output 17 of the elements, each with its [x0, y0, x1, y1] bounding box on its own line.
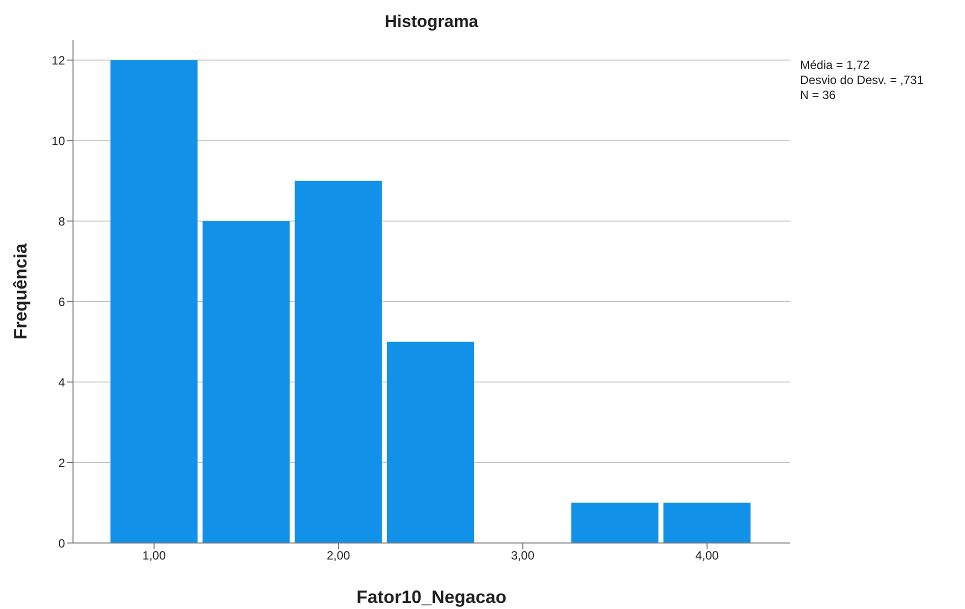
- x-axis-title: Fator10_Negacao: [356, 587, 507, 607]
- text: Média = 1,72: [800, 58, 871, 73]
- y-tick-label: 4: [58, 375, 66, 390]
- y-tick-label: 8: [58, 214, 66, 228]
- x-tick-label: 3,00: [511, 548, 535, 563]
- y-tick-label: 2: [58, 456, 66, 470]
- chart-title: Histograma: [384, 12, 480, 32]
- y-tick-label: 0: [58, 536, 66, 550]
- y-axis-title: Frequência: [10, 242, 30, 340]
- text: Desvio do Desv. = ,731: [800, 73, 924, 88]
- x-tick-label: 1,00: [142, 548, 166, 563]
- x-tick-label: 2,00: [326, 548, 350, 563]
- y-tick-label: 10: [52, 134, 66, 148]
- y-tick-label: 12: [52, 53, 66, 68]
- text: N = 36: [800, 88, 837, 103]
- x-tick-label: 4,00: [695, 548, 720, 563]
- y-tick-label: 6: [58, 294, 66, 309]
